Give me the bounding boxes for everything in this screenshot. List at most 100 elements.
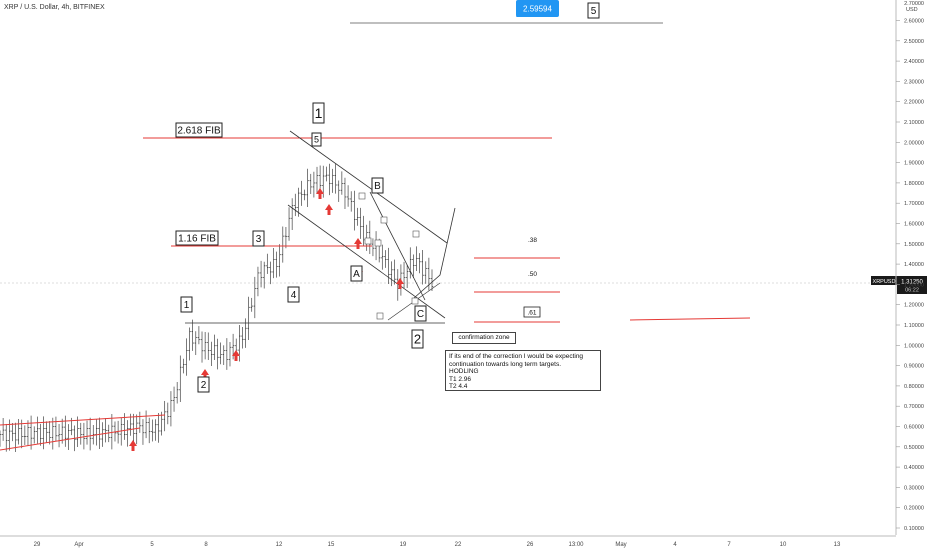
y-tick-label: 1.10000 bbox=[904, 323, 924, 329]
fib-116-label: 1.16 FIB bbox=[178, 234, 216, 245]
y-tick-label: 2.30000 bbox=[904, 79, 924, 85]
red-up-arrow bbox=[316, 188, 324, 199]
y-tick-label: 0.20000 bbox=[904, 506, 924, 512]
y-tick-label: 1.00000 bbox=[904, 343, 924, 349]
note-line-2: continuation towards long term targets. bbox=[449, 360, 562, 368]
channel-lower bbox=[0, 427, 141, 451]
wave-3-label-box bbox=[252, 230, 265, 247]
wave-2-small-box bbox=[197, 376, 210, 393]
wave-C-label: C bbox=[417, 309, 424, 320]
target-callout bbox=[516, 0, 559, 17]
y-tick-label: 0.50000 bbox=[904, 445, 924, 451]
y-tick-label: 0.80000 bbox=[904, 384, 924, 390]
price-timer: 06:22 bbox=[905, 288, 919, 294]
wave-1-top: 1 bbox=[315, 105, 323, 121]
x-tick-label: 13:00 bbox=[568, 542, 584, 548]
y-tick-label: 0.90000 bbox=[904, 364, 924, 370]
y-tick-label: 1.40000 bbox=[904, 262, 924, 268]
red-up-arrow bbox=[396, 278, 404, 289]
x-tick-label: 8 bbox=[204, 542, 208, 548]
note-line-3: HODLING bbox=[449, 368, 479, 376]
subwave-marker bbox=[364, 237, 372, 245]
fib-116-label-box bbox=[175, 230, 219, 246]
y-tick-label: 0.30000 bbox=[904, 485, 924, 491]
fib-2618-label: 2.618 FIB bbox=[177, 126, 221, 137]
x-tick-label: 22 bbox=[455, 542, 462, 548]
wave-4-label: 4 bbox=[291, 290, 297, 301]
wave-2-big: 2 bbox=[414, 332, 421, 347]
confirmation-zone-label: confirmation zone bbox=[452, 332, 516, 344]
wedge-inner bbox=[369, 191, 426, 301]
level-extension-line bbox=[629, 317, 751, 321]
x-tick-label: Apr bbox=[74, 542, 83, 548]
y-tick-label: 1.20000 bbox=[904, 303, 924, 309]
x-tick-label: 10 bbox=[780, 542, 787, 548]
y-tick-label: 0.10000 bbox=[904, 526, 924, 532]
x-tick-label: 29 bbox=[34, 542, 41, 548]
y-tick-label: 2.50000 bbox=[904, 39, 924, 45]
wave-4-label-box bbox=[287, 286, 300, 303]
ratio-50-label: .50 bbox=[528, 271, 537, 278]
y-axis-top-label: 2.70000 bbox=[904, 1, 924, 7]
note-line-1: If its end of the correction I would be … bbox=[449, 353, 584, 360]
wedge-lower bbox=[287, 204, 446, 319]
x-tick-label: 4 bbox=[673, 542, 677, 548]
wave-B-label-box bbox=[371, 177, 384, 194]
y-tick-label: 2.10000 bbox=[904, 120, 924, 126]
wedge-upper bbox=[289, 130, 448, 244]
red-up-arrow bbox=[325, 204, 333, 215]
y-axis-unit: USD bbox=[906, 7, 918, 13]
red-up-arrow bbox=[129, 440, 137, 451]
y-tick-label: 0.40000 bbox=[904, 465, 924, 471]
analysis-note: If its end of the correction I would be … bbox=[445, 350, 601, 391]
x-tick-label: 12 bbox=[276, 542, 283, 548]
channel-upper bbox=[0, 414, 166, 426]
target-value: 2.59594 bbox=[523, 5, 552, 14]
y-tick-label: 1.30000 bbox=[904, 282, 924, 288]
wave-1-top-box bbox=[312, 102, 325, 124]
wave-A-label: A bbox=[353, 269, 360, 280]
subwave-marker bbox=[374, 239, 382, 247]
y-tick-label: 0.60000 bbox=[904, 425, 924, 431]
wave-B-label: B bbox=[374, 181, 381, 192]
wave-A-label-box bbox=[350, 265, 363, 282]
y-tick-label: 1.50000 bbox=[904, 242, 924, 248]
subwave-marker bbox=[411, 297, 419, 305]
chart-title: XRP / U.S. Dollar, 4h, BITFINEX bbox=[4, 4, 105, 11]
projection-path bbox=[413, 207, 456, 299]
y-tick-label: 1.60000 bbox=[904, 222, 924, 228]
red-up-arrow bbox=[354, 238, 362, 249]
y-tick-label: 2.40000 bbox=[904, 59, 924, 65]
subwave-marker bbox=[380, 216, 388, 224]
subwave-marker bbox=[412, 230, 420, 238]
wave-3-label: 3 bbox=[256, 234, 262, 245]
ratio-61-box bbox=[523, 306, 541, 318]
x-tick-label: 15 bbox=[328, 542, 335, 548]
wave-2-small: 2 bbox=[201, 380, 207, 391]
wave-5-peak: 5 bbox=[314, 135, 319, 145]
note-line-5: T2 4.4 bbox=[449, 383, 468, 391]
wave-1-label: 1 bbox=[184, 300, 190, 311]
price-tag-bg bbox=[897, 276, 927, 294]
wave-5-peak-box bbox=[311, 132, 322, 147]
subwave-marker bbox=[376, 312, 384, 320]
y-tick-label: 1.90000 bbox=[904, 161, 924, 167]
red-up-arrow bbox=[232, 350, 240, 361]
wave-2-big-box bbox=[411, 329, 424, 349]
x-tick-label: 26 bbox=[527, 542, 534, 548]
note-line-4: T1 2.96 bbox=[449, 375, 472, 383]
red-up-arrow bbox=[201, 369, 209, 380]
symbol-tag-bg bbox=[871, 276, 897, 285]
wave-C-label-box bbox=[414, 305, 427, 322]
wave-5-target-box bbox=[587, 2, 600, 19]
x-tick-label: 19 bbox=[400, 542, 407, 548]
symbol-tag: XRPUSD bbox=[873, 279, 896, 285]
ratio-61-label: .61 bbox=[527, 310, 536, 317]
wave-5-target: 5 bbox=[591, 6, 597, 17]
price-tag: 1.31250 bbox=[901, 280, 923, 286]
y-tick-label: 2.60000 bbox=[904, 19, 924, 25]
fib-2618-label-box bbox=[175, 122, 223, 138]
y-tick-label: 2.00000 bbox=[904, 140, 924, 146]
